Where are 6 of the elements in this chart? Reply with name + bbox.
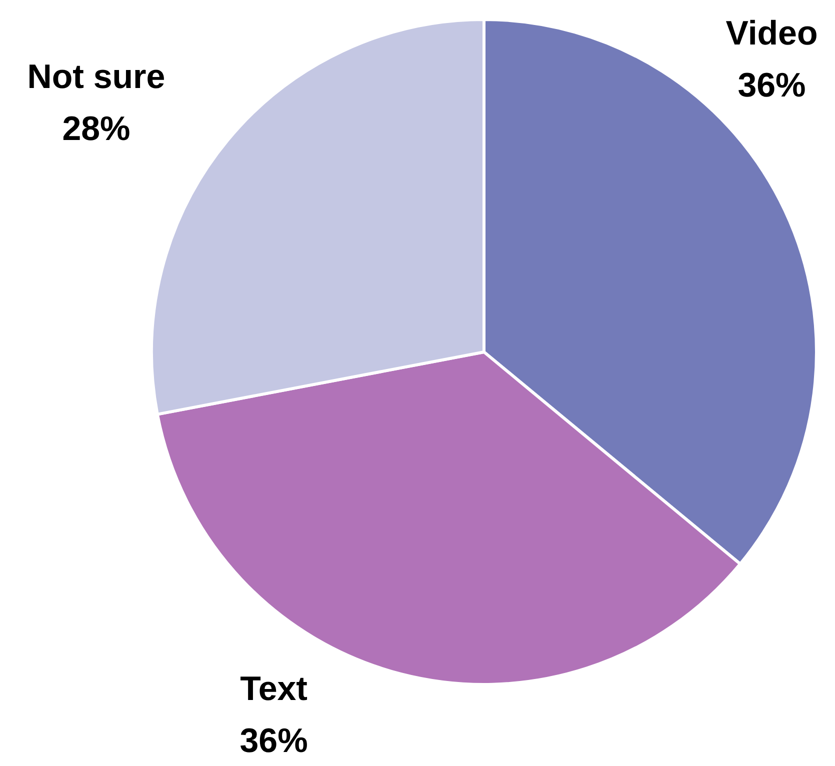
slice-label: Video [726,14,818,53]
data-label: 36% [240,722,308,760]
slice-label: Not sure [27,58,166,96]
slice-label: Text [240,670,308,708]
data-label: 36% [738,66,806,105]
data-label: 28% [62,110,130,148]
